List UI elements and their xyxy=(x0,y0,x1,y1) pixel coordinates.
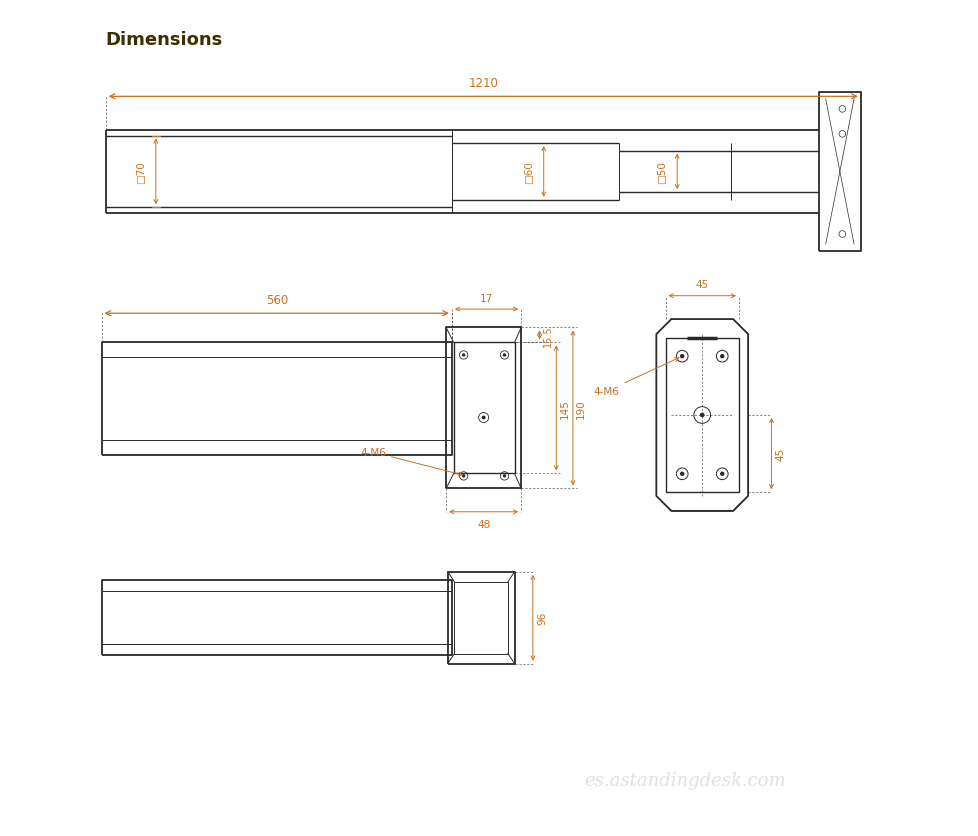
Circle shape xyxy=(463,476,465,477)
Text: 96: 96 xyxy=(537,611,547,624)
Text: 1210: 1210 xyxy=(467,77,498,89)
Circle shape xyxy=(700,414,703,417)
Circle shape xyxy=(720,472,723,476)
Text: 145: 145 xyxy=(559,399,569,418)
Text: 190: 190 xyxy=(576,399,586,418)
Text: 4-M6: 4-M6 xyxy=(360,447,462,477)
Text: 15.5: 15.5 xyxy=(543,324,553,346)
Circle shape xyxy=(503,476,505,477)
Circle shape xyxy=(680,355,683,359)
Text: es.astandingdesk.com: es.astandingdesk.com xyxy=(584,772,785,789)
Text: 48: 48 xyxy=(476,520,490,530)
Text: □60: □60 xyxy=(523,161,533,184)
Text: Dimensions: Dimensions xyxy=(106,31,223,48)
Text: 45: 45 xyxy=(695,280,708,290)
Text: 560: 560 xyxy=(265,293,288,306)
Text: 4-M6: 4-M6 xyxy=(594,359,678,396)
Circle shape xyxy=(463,354,465,356)
Circle shape xyxy=(720,355,723,359)
Text: 17: 17 xyxy=(479,294,493,303)
Text: □70: □70 xyxy=(136,161,146,184)
Text: 45: 45 xyxy=(775,447,784,461)
Circle shape xyxy=(680,472,683,476)
Circle shape xyxy=(503,354,505,356)
Circle shape xyxy=(482,417,484,419)
Text: □50: □50 xyxy=(656,161,667,184)
